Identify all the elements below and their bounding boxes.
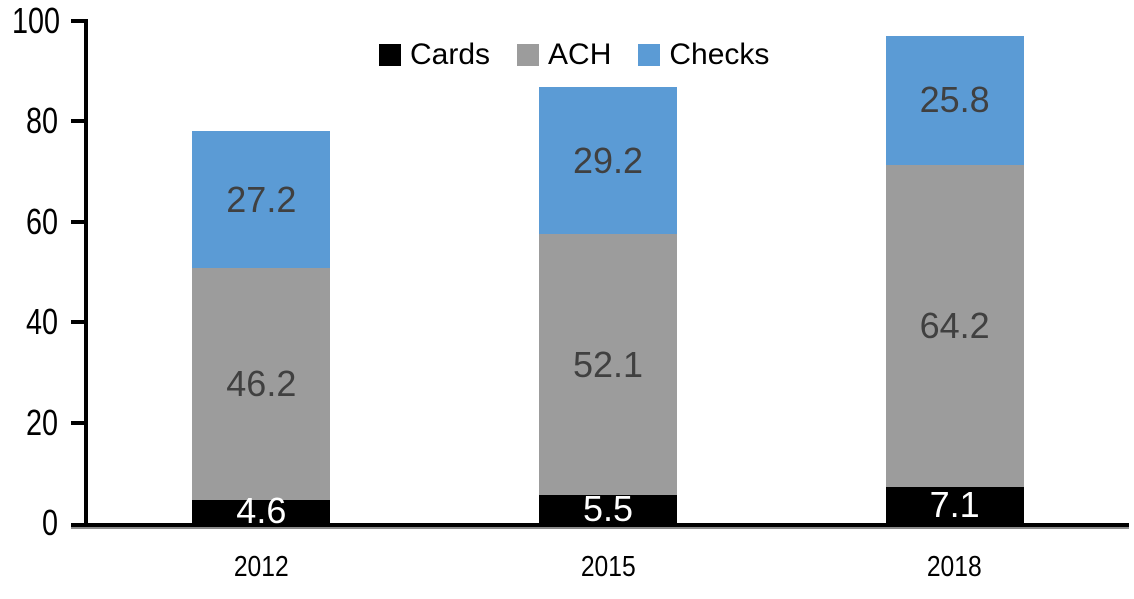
bar-value-label-cards-2015: 5.5	[582, 488, 634, 530]
legend-label-cards: Cards	[410, 38, 491, 71]
y-axis-tick-value: 100	[12, 0, 61, 41]
bar-value-label-checks-2015: 29.2	[572, 139, 644, 181]
y-axis-tick-label: 0	[0, 505, 58, 541]
legend-swatch-ach	[517, 44, 540, 66]
x-axis-category-label: 2015	[508, 551, 708, 583]
x-axis-category-label: 2018	[855, 551, 1055, 583]
bar-segment-cards-2012	[192, 499, 331, 523]
y-axis-tick-label: 80	[0, 103, 58, 139]
bar-value-label-ach-2012: 46.2	[226, 362, 297, 404]
y-axis-tick-label: 60	[0, 200, 58, 242]
x-axis-category-value: 2015	[580, 551, 636, 583]
legend-label-ach: ACH	[548, 38, 612, 71]
bar-segment-cards-2015	[539, 495, 677, 523]
y-axis-tick	[71, 523, 84, 527]
x-axis-category-value: 2018	[927, 551, 983, 583]
legend-swatch-checks	[638, 44, 661, 66]
bar-value-label-checks-2012: 27.2	[226, 178, 297, 220]
bar-segment-checks-2015	[539, 87, 677, 234]
bar-segment-checks-2018	[885, 35, 1024, 166]
y-axis-tick	[71, 119, 84, 124]
y-axis-tick-label: 20	[0, 401, 58, 443]
bar-segment-ach-2012	[192, 267, 331, 500]
x-axis-line	[71, 523, 1129, 527]
y-axis-tick-label: 40	[0, 304, 58, 340]
bar-value-label-ach-2018: 64.2	[919, 305, 990, 347]
y-axis-tick-value: 80	[25, 100, 58, 142]
bar-segment-cards-2018	[885, 487, 1024, 523]
y-axis-tick-value: 40	[25, 301, 58, 343]
y-axis-tick-value: 60	[25, 200, 58, 242]
y-axis-tick	[71, 19, 84, 23]
y-axis-tick	[71, 219, 84, 224]
legend-label-checks: Checks	[669, 38, 770, 71]
y-axis-tick-label: 100	[0, 0, 61, 41]
legend-item-cards: Cards	[379, 38, 490, 72]
legend-swatch-cards	[379, 44, 401, 66]
y-axis-tick-value: 20	[25, 401, 58, 443]
bar-segment-ach-2018	[885, 165, 1024, 488]
bar-value-label-cards-2012: 4.6	[236, 490, 287, 532]
y-axis-tick	[71, 420, 84, 425]
bar-value-label-checks-2018: 25.8	[919, 79, 990, 121]
bar-value-label-ach-2015: 52.1	[572, 343, 644, 385]
y-axis-tick	[71, 320, 84, 325]
legend-item-checks: Checks	[638, 38, 769, 72]
x-axis-category-value: 2012	[233, 551, 289, 583]
legend-item-ach: ACH	[517, 38, 611, 72]
y-axis-tick-value: 0	[41, 502, 58, 543]
y-axis-line	[84, 19, 88, 527]
bar-segment-ach-2015	[539, 233, 677, 496]
bar-segment-checks-2012	[192, 131, 331, 268]
x-axis-category-label: 2012	[161, 551, 361, 583]
legend: Cards ACH Checks	[379, 38, 769, 72]
bar-value-label-cards-2018: 7.1	[929, 484, 980, 526]
x-axis-shadow	[71, 527, 1129, 529]
